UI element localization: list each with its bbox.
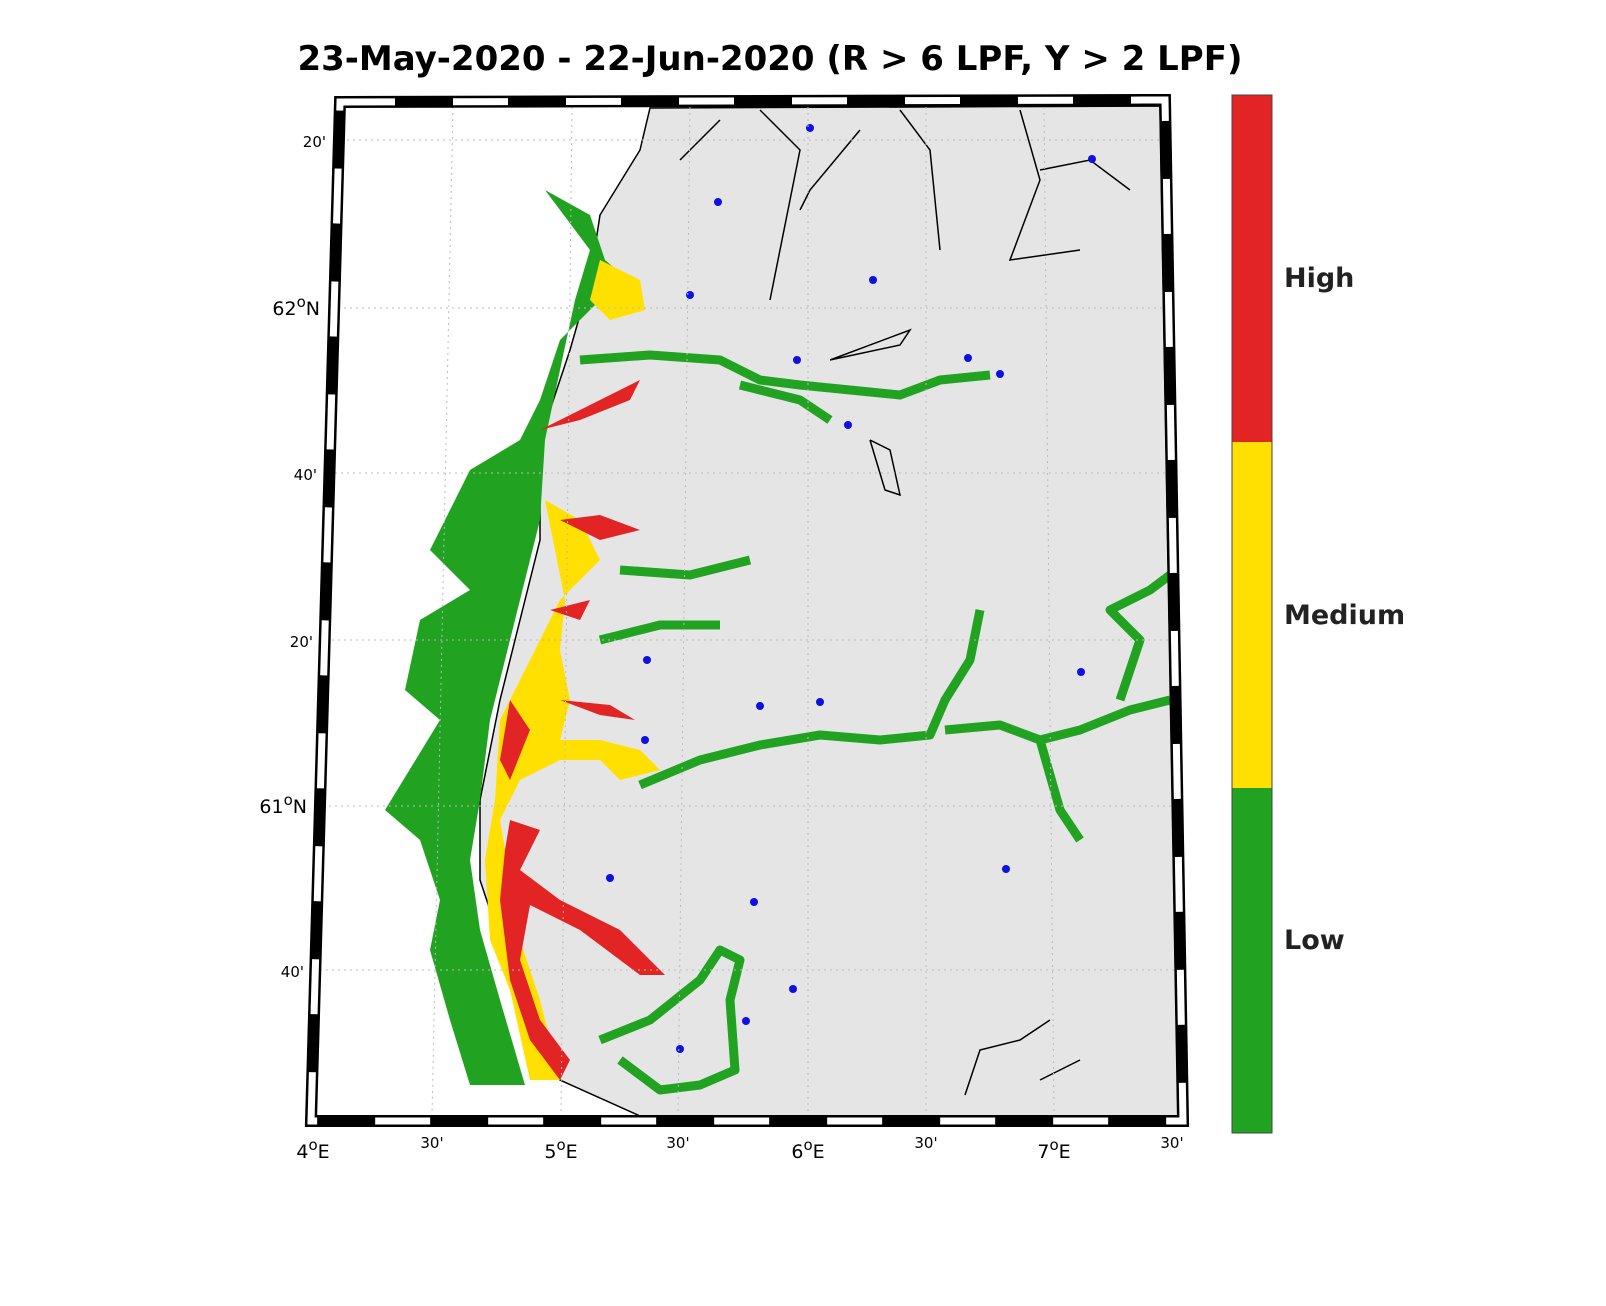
- label-part: E: [1059, 1141, 1071, 1163]
- axis-label: 40': [294, 466, 317, 484]
- frame-pattern: [307, 96, 1187, 1125]
- axis-label: 61oN: [259, 791, 307, 818]
- zone-low: [385, 190, 640, 1085]
- axis-label: 62oN: [272, 293, 320, 320]
- label-part: 30': [1160, 1134, 1183, 1152]
- title: 23-May-2020 - 22-Jun-2020 (R > 6 LPF, Y …: [297, 39, 1242, 79]
- axis-label: 5oE: [544, 1136, 577, 1163]
- colorbar-label: Medium: [1284, 600, 1405, 631]
- label-part: 62: [272, 298, 296, 320]
- label-part: o: [1049, 1136, 1058, 1154]
- label-part: N: [306, 298, 320, 320]
- label-part: 7: [1037, 1141, 1049, 1163]
- colorbar-medium: [1232, 442, 1272, 788]
- label-part: 4: [296, 1141, 308, 1163]
- label-part: 30': [914, 1134, 937, 1152]
- label-part: o: [284, 791, 293, 809]
- label-part: o: [308, 1136, 317, 1154]
- colorbar-low: [1232, 788, 1272, 1133]
- lon-labels: 4oE 30' 5oE 30' 6oE 30' 7oE 30': [296, 1134, 1183, 1163]
- axis-label: 20': [290, 633, 313, 651]
- label-part: E: [566, 1141, 578, 1163]
- label-part: 40': [294, 466, 317, 484]
- axis-label: 30': [1160, 1134, 1183, 1152]
- zone-high: [500, 380, 665, 1080]
- graticule: [320, 106, 1176, 1117]
- colorbar: High Medium Low: [1231, 94, 1405, 1134]
- fjords-low: [579, 350, 1173, 1095]
- label-part: N: [293, 796, 307, 818]
- colorbar-label: High: [1284, 263, 1354, 294]
- label-part: 40': [281, 963, 304, 981]
- label-part: 5: [544, 1141, 556, 1163]
- stations: [606, 124, 1096, 1053]
- axis-label: 40': [281, 963, 304, 981]
- axis-label: 30': [666, 1134, 689, 1152]
- label-part: E: [813, 1141, 825, 1163]
- colorbar-high: [1232, 95, 1272, 442]
- colorbar-label: Low: [1284, 925, 1345, 956]
- label-part: E: [318, 1141, 330, 1163]
- label-part: o: [297, 293, 306, 311]
- colorbar-outline: [1231, 94, 1273, 1134]
- axis-label: 30': [914, 1134, 937, 1152]
- axis-label: 4oE: [296, 1136, 329, 1163]
- axis-label: 6oE: [791, 1136, 824, 1163]
- map: [304, 93, 1190, 1127]
- axis-label: 20': [303, 133, 326, 151]
- label-part: o: [803, 1136, 812, 1154]
- label-part: 30': [666, 1134, 689, 1152]
- axis-label: 7oE: [1037, 1136, 1070, 1163]
- label-part: 6: [791, 1141, 803, 1163]
- axis-label: 30': [420, 1134, 443, 1152]
- label-part: o: [556, 1136, 565, 1154]
- label-part: 20': [303, 133, 326, 151]
- label-part: 20': [290, 633, 313, 651]
- label-part: 61: [259, 796, 283, 818]
- label-part: 30': [420, 1134, 443, 1152]
